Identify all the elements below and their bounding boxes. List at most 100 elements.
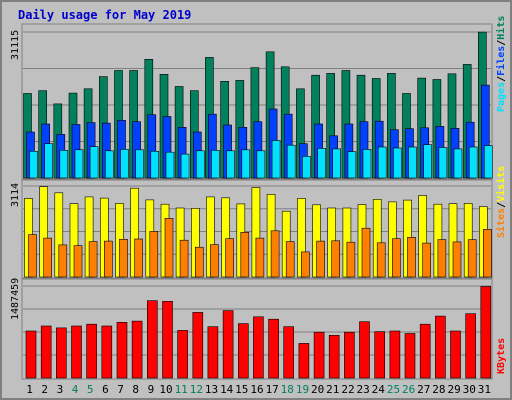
kbytes-bar [359,321,370,379]
sites-bar [392,238,401,278]
pages-bar [196,150,205,179]
day-label: 4 [72,383,79,396]
kbytes-bar [55,327,67,379]
sites-bar [301,251,310,278]
pages-bar [332,148,342,179]
pages-bar [286,144,296,179]
chart-title: Daily usage for May 2019 [18,8,191,22]
day-label: 13 [205,383,218,396]
day-label: 21 [326,383,339,396]
visits-sites-panel: 3114 Sites/Visits [10,166,507,279]
kbytes-bar [465,313,477,379]
sites-bar [285,241,295,278]
sites-bar [270,230,280,278]
sites-bar [88,241,98,278]
pages-bar [74,149,84,179]
kbytes-bar [207,326,219,379]
day-label: 7 [117,383,124,396]
sites-bar [210,244,219,278]
day-label: 8 [132,383,139,396]
sites-bar [134,238,143,278]
kbytes-bar [480,286,492,379]
day-label: 18 [281,383,294,396]
sites-bar [452,241,462,278]
pages-bar [211,150,220,179]
pages-bar [438,147,448,179]
kbytes-bar [162,300,173,379]
pages-bar [271,140,281,179]
legend-sites: Sites [495,208,507,238]
day-label: 23 [356,383,369,396]
kbytes-bar [86,323,97,379]
legend-files: Files [495,46,507,76]
pages-bar [150,151,160,179]
pages-bar [377,146,387,179]
sites-bar [361,227,371,278]
day-label: 10 [159,383,172,396]
pages-bar [226,150,235,179]
kbytes-bar [313,331,325,379]
kbytes-bar [222,310,234,379]
pages-bar [362,149,372,179]
pages-bar [135,149,144,179]
hits-side-label: Pages/Files/Hits [495,16,507,112]
kbytes-bar [238,323,249,379]
kbytes-bar [192,312,204,379]
day-axis-labels: 1 2 3 4 5 6 7 8 9 10 11 12 13 14 15 16 17 18 19 20 21 22 23 24 2… [26,383,491,396]
kbytes-bar [435,315,446,379]
kbytes-bar [419,323,431,379]
hits-panel-bars [23,31,493,179]
pages-bar [423,144,433,179]
pages-bar [120,149,129,179]
day-label: 15 [235,383,248,396]
sites-bar [240,232,250,278]
kbytes-bar [116,321,128,379]
legend-visits: Visits [495,166,507,202]
kbytes-bar [404,333,416,379]
day-label: 16 [250,383,263,396]
sites-bar [179,239,189,278]
kbytes-bar [177,330,188,379]
kbytes-bar [25,330,37,379]
day-label: 19 [296,383,309,396]
side-legend-text: KBytes [496,338,507,374]
visits-panel-bars [24,186,492,278]
pages-bar [165,151,175,179]
day-label: 22 [341,383,354,396]
legend-kbytes: KBytes [496,338,507,374]
hits-files-pages-panel: 31115 Pages/Files/Hits [10,16,507,180]
pages-bar [44,143,54,179]
pages-bar [180,153,190,179]
pages-bar [241,149,251,179]
pages-bar [453,148,463,179]
kbytes-bar [268,318,279,379]
sites-bar [225,238,234,278]
legend-separator: / [496,76,507,82]
day-label: 24 [372,383,386,396]
pages-bar [483,145,493,179]
kbytes-bar [71,325,82,379]
day-label: 28 [432,383,445,396]
sites-bar [73,245,83,278]
kbytes-bar [101,325,113,379]
kbytes-bar [328,334,340,379]
sites-bar [255,237,265,278]
sites-bar [164,218,174,278]
day-label: 29 [447,383,460,396]
day-label: 30 [463,383,476,396]
pages-bar [347,151,357,179]
day-label: 20 [311,383,324,396]
kbytes-panel-bars [25,286,492,379]
day-label: 17 [266,383,279,396]
legend-separator: / [496,40,507,46]
hits-max-label: 31115 [10,30,21,60]
kbytes-panel: 1487459 KBytes [10,278,507,380]
pages-bar [317,148,326,179]
sites-bar [467,239,477,278]
sites-bar [195,246,204,278]
day-label: 1 [26,383,33,396]
pages-bar [59,150,69,179]
visits-side-label: Sites/Visits [495,166,507,238]
pages-bar [408,146,417,179]
